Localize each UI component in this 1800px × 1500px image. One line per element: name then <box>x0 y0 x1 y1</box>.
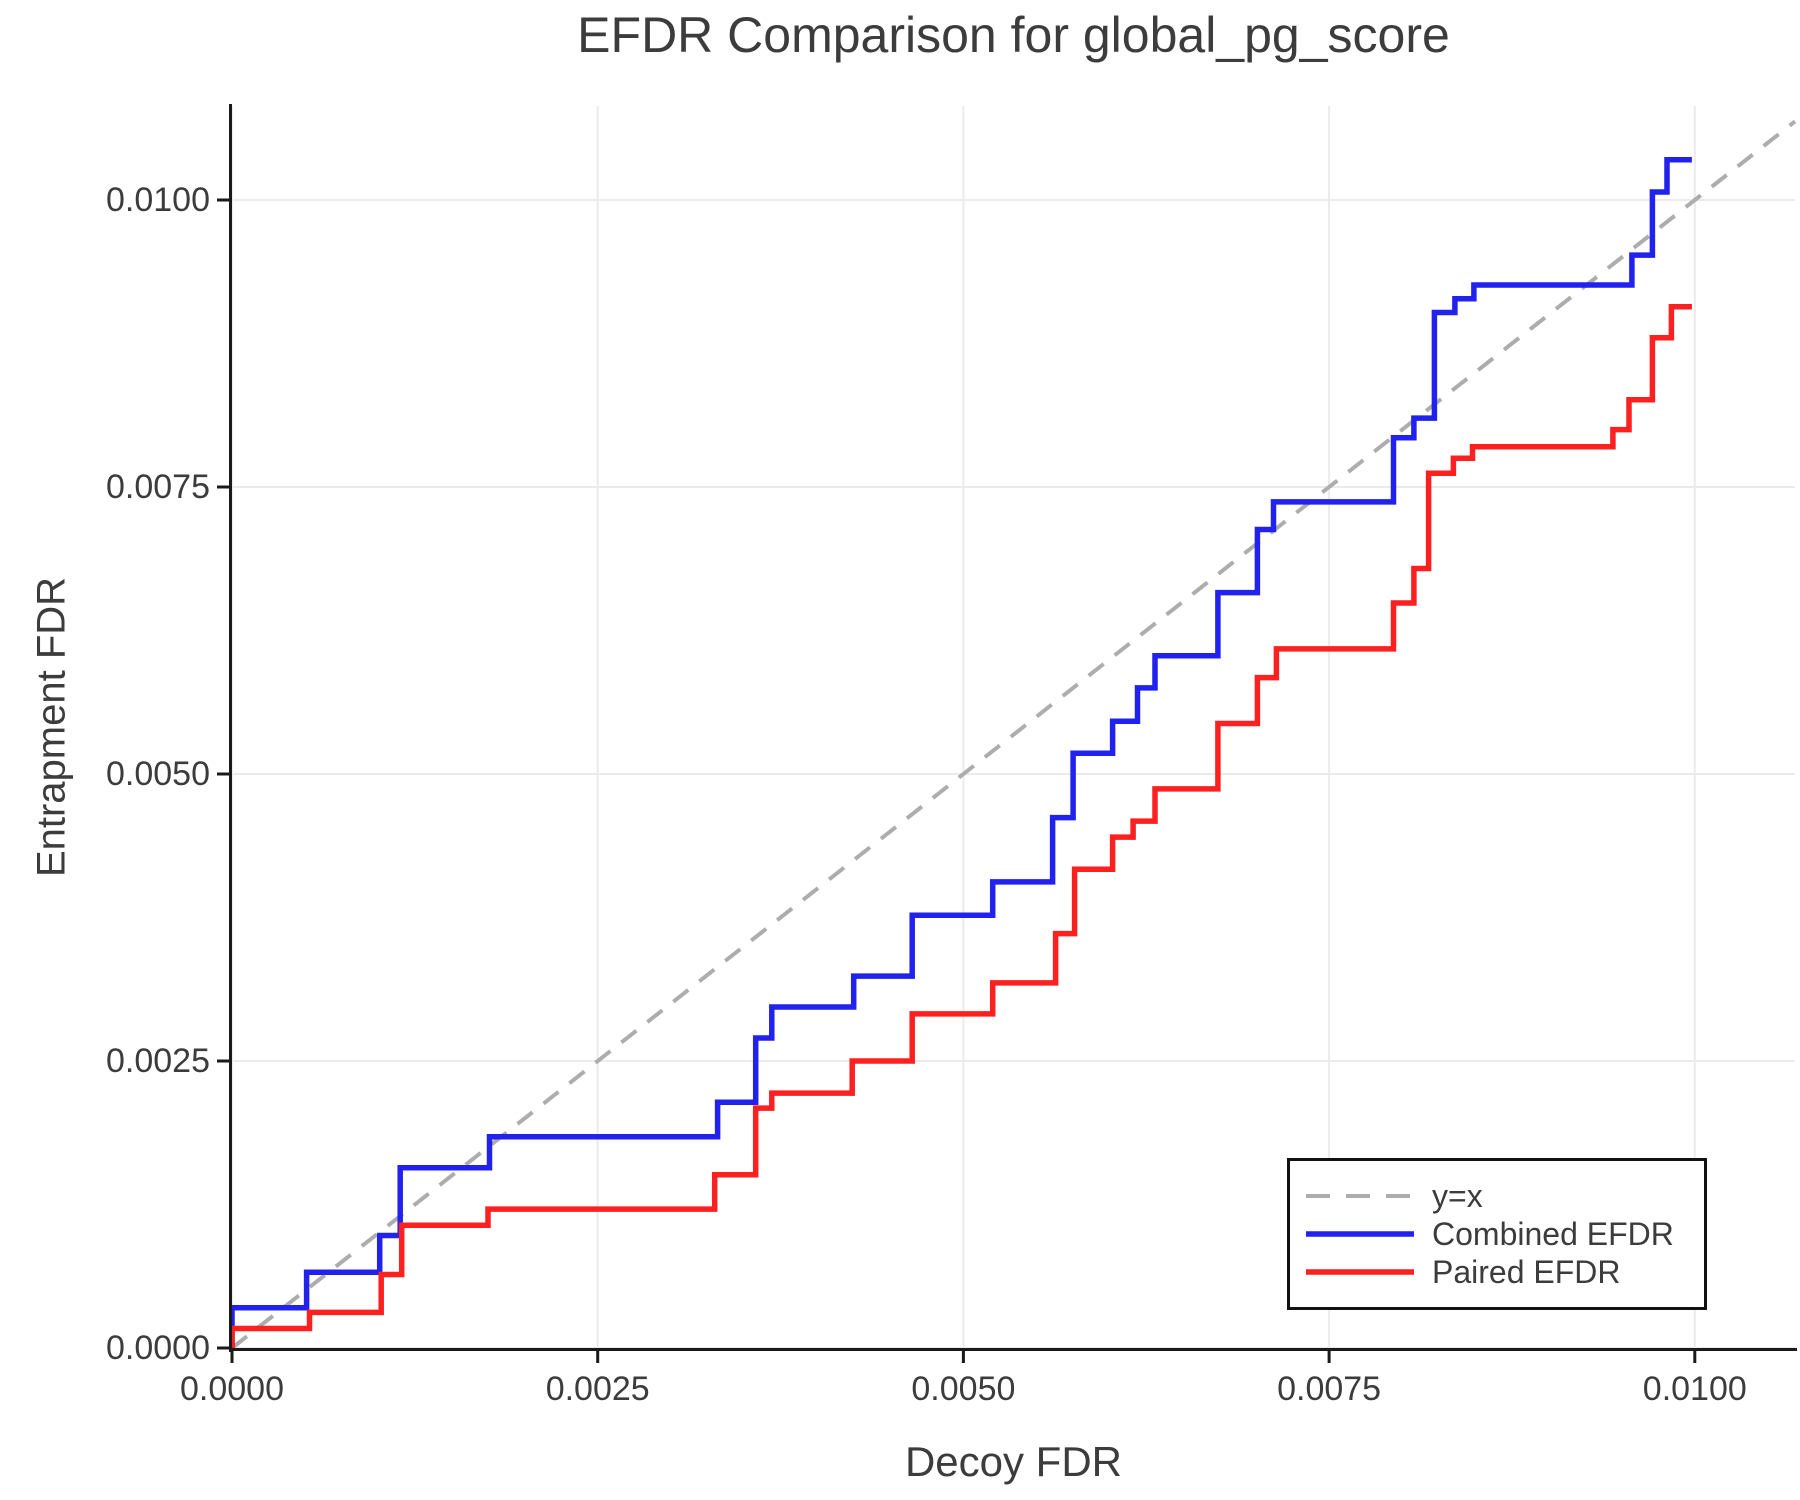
y-axis-label: Entrapment FDR <box>29 576 74 878</box>
legend-item-yx: y=x <box>1304 1177 1704 1215</box>
legend-item-combined-efdr: Combined EFDR <box>1304 1215 1704 1253</box>
paired-efdr-line <box>229 304 1692 1348</box>
y-tick-label: 0.0000 <box>106 1329 210 1367</box>
x-tick-label: 0.0025 <box>545 1370 650 1408</box>
paired-efdr-swatch <box>1306 1269 1414 1275</box>
legend-label-paired-efdr: Paired EFDR <box>1432 1253 1621 1290</box>
legend-label-combined-efdr: Combined EFDR <box>1432 1215 1674 1252</box>
legend-label-yx: y=x <box>1432 1177 1483 1214</box>
combined-efdr-swatch <box>1306 1231 1414 1237</box>
x-tick-label: 0.0075 <box>1277 1370 1382 1408</box>
x-axis-label: Decoy FDR <box>904 1438 1123 1485</box>
x-tick-label: 0.0100 <box>1642 1370 1747 1408</box>
y-tick-label: 0.0025 <box>106 1042 210 1080</box>
x-tick-label: 0.0050 <box>911 1370 1016 1408</box>
combined-efdr-line <box>229 157 1692 1348</box>
legend-item-paired-efdr: Paired EFDR <box>1304 1253 1704 1291</box>
y-tick-label: 0.0075 <box>106 468 210 506</box>
y-tick-label: 0.0050 <box>106 755 210 793</box>
plot-area <box>217 104 1797 1363</box>
yx-line-swatch <box>1306 1194 1414 1198</box>
y-tick-label: 0.0100 <box>106 181 210 220</box>
y-x-line <box>230 119 1797 1350</box>
chart-title: EFDR Comparison for global_pg_score <box>577 7 1450 63</box>
legend: y=x Combined EFDR Paired EFDR <box>1287 1158 1707 1310</box>
x-tick-label: 0.0000 <box>180 1370 284 1408</box>
